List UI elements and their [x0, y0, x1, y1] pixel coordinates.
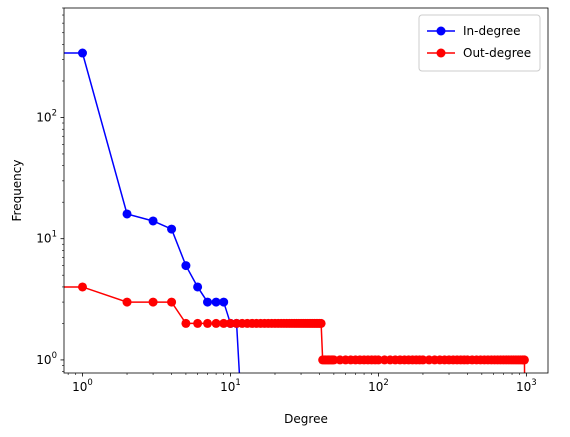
legend-box [418, 14, 541, 72]
data-point [316, 318, 326, 328]
data-point [219, 297, 229, 307]
data-point [203, 297, 213, 307]
x-tick-label: 103 [516, 378, 537, 394]
data-point [148, 297, 158, 307]
axes-frame [63, 7, 549, 374]
data-point [122, 297, 132, 307]
series-2 [64, 282, 529, 373]
x-tick-label: 100 [72, 378, 93, 394]
data-point [148, 216, 158, 226]
y-tick-label: 101 [36, 230, 57, 246]
series-layer [64, 48, 529, 373]
data-point [193, 282, 203, 292]
y-tick-label: 100 [36, 351, 57, 367]
x-tick-label: 102 [368, 378, 389, 394]
data-point [519, 355, 529, 365]
legend-swatch-marker [436, 48, 446, 58]
data-point [203, 318, 213, 328]
series-line [64, 286, 526, 373]
legend: In-degree Out-degree [418, 14, 541, 72]
data-point [211, 318, 221, 328]
data-point [167, 224, 177, 234]
ticks-layer: 100 101 102 103 100 101 102 [36, 7, 537, 394]
data-point [181, 261, 191, 271]
legend-label: In-degree [463, 24, 521, 38]
data-point [167, 297, 177, 307]
data-point [181, 318, 191, 328]
legend-swatch-marker [436, 26, 446, 36]
x-tick-label: 101 [220, 378, 241, 394]
data-point [122, 209, 132, 219]
legend-item: In-degree [427, 24, 521, 38]
data-point [77, 48, 87, 58]
data-point [219, 318, 229, 328]
x-axis-label: Degree [284, 412, 328, 426]
data-point [211, 297, 221, 307]
y-tick-label: 102 [36, 108, 57, 124]
y-axis-label: Frequency [10, 160, 24, 222]
data-point [193, 318, 203, 328]
data-point [77, 282, 87, 292]
legend-item: Out-degree [427, 46, 531, 60]
legend-label: Out-degree [463, 46, 531, 60]
